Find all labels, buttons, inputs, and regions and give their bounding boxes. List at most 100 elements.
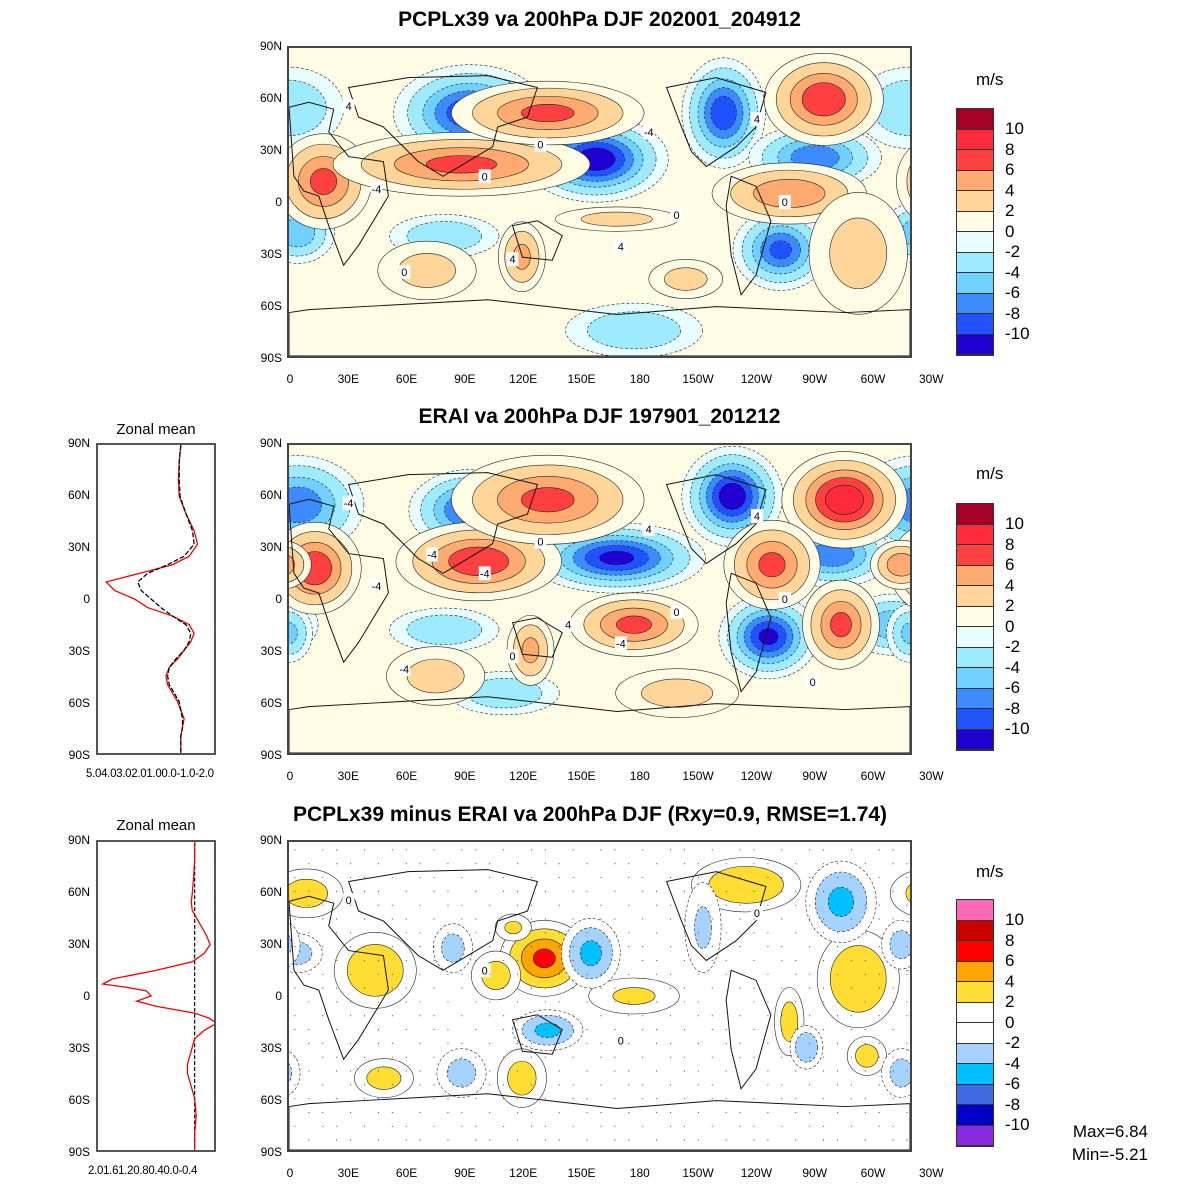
significance-dot — [322, 849, 324, 851]
significance-dot — [864, 973, 866, 975]
significance-dot — [864, 932, 866, 934]
significance-dot — [822, 1125, 825, 1127]
significance-dot — [822, 1001, 825, 1003]
significance-dot — [558, 1001, 560, 1003]
significance-dot — [503, 946, 505, 948]
colorbar-label: -6 — [1005, 1074, 1021, 1093]
significance-dot — [461, 1042, 463, 1044]
colorbar-swatch — [957, 150, 993, 171]
contour-level — [664, 267, 708, 291]
significance-dot — [544, 987, 546, 989]
significance-dot — [642, 1056, 644, 1058]
significance-dot — [628, 1015, 630, 1017]
significance-dot — [322, 987, 324, 989]
significance-dot — [600, 849, 602, 851]
zonal-lat-label: 60N — [67, 488, 90, 502]
significance-dot — [822, 987, 825, 989]
lat-label: 60S — [260, 1093, 282, 1107]
significance-dot — [558, 876, 560, 879]
lon-label: 30E — [337, 1166, 359, 1180]
significance-dot — [447, 904, 449, 906]
colorbar-label: 4 — [1005, 575, 1015, 595]
significance-dot — [628, 1070, 630, 1072]
contour-level — [580, 211, 653, 227]
significance-dot — [544, 863, 546, 865]
contour-label: 0 — [810, 677, 816, 689]
significance-dot — [586, 973, 588, 975]
significance-dot — [711, 918, 713, 920]
significance-dot — [350, 863, 352, 865]
contour-level — [446, 1058, 477, 1088]
significance-dot — [795, 1001, 797, 1003]
panel3-map-svg: 0 0 0 0 — [289, 842, 910, 1150]
significance-dot — [350, 932, 352, 934]
panel2-zonal-svg — [105, 445, 199, 753]
lon-label: 30W — [918, 372, 944, 386]
coastline — [665, 77, 767, 168]
contour-label: 4 — [754, 114, 760, 126]
contour-label-bg — [562, 617, 575, 632]
significance-dot — [822, 918, 825, 920]
significance-dot — [628, 904, 630, 906]
significance-dot — [711, 849, 713, 851]
colorbar-label: -6 — [1005, 283, 1021, 302]
significance-dot — [892, 932, 894, 934]
significance-dot — [725, 1028, 727, 1031]
significance-dot — [489, 1015, 491, 1017]
significance-dot — [753, 1028, 755, 1031]
coastline — [289, 696, 910, 753]
significance-dot — [906, 904, 908, 906]
contour-label-bg — [670, 604, 683, 619]
significance-dot — [544, 959, 546, 962]
panel2-zonal-xticks: 5.04.03.02.01.00.0-1.0-2.0 — [86, 768, 214, 780]
significance-dot — [308, 890, 310, 892]
significance-dot — [614, 1001, 616, 1003]
contour-level — [366, 1066, 402, 1090]
significance-dot — [405, 1028, 407, 1031]
lat-label: 90S — [260, 1145, 282, 1159]
significance-dot — [461, 918, 463, 920]
significance-dot — [586, 890, 588, 892]
significance-dot — [767, 973, 769, 975]
significance-dot — [544, 932, 546, 934]
anomaly-feature — [289, 1048, 910, 1098]
significance-dot — [669, 1015, 672, 1017]
significance-dot — [767, 1139, 769, 1141]
significance-dot — [475, 1001, 477, 1003]
significance-dot — [516, 1070, 519, 1072]
significance-dot — [461, 1084, 463, 1086]
significance-dot — [614, 1070, 616, 1072]
significance-dot — [489, 932, 491, 934]
significance-dot — [350, 1042, 352, 1044]
significance-dot — [558, 904, 560, 906]
significance-dot — [739, 946, 741, 948]
significance-dot — [753, 849, 755, 851]
lon-label: 150E — [567, 769, 596, 783]
significance-dot — [322, 1042, 324, 1044]
contour-level — [886, 553, 910, 577]
significance-dot — [558, 1070, 560, 1072]
anomaly-feature — [389, 607, 500, 652]
coastline — [347, 472, 539, 574]
contour-label: 0 — [673, 210, 679, 222]
significance-dot — [683, 987, 686, 989]
significance-dot — [516, 1098, 519, 1100]
colorbar-label: -4 — [1005, 262, 1021, 282]
significance-dot — [906, 1070, 908, 1072]
significance-dot — [739, 987, 741, 989]
lat-label: 60S — [260, 696, 282, 710]
colorbar-swatch — [957, 709, 993, 730]
significance-dot — [391, 1056, 393, 1058]
significance-dot — [711, 1056, 713, 1058]
significance-dot — [753, 890, 755, 892]
contour-label: 0 — [754, 908, 760, 920]
significance-dot — [628, 932, 630, 934]
significance-dot — [419, 973, 421, 975]
anomaly-feature — [565, 302, 703, 356]
significance-dot — [711, 1125, 713, 1127]
significance-dot — [294, 890, 296, 892]
significance-dot — [377, 1042, 380, 1044]
lon-label: 150E — [567, 372, 596, 386]
significance-dot — [530, 1084, 533, 1086]
significance-dot — [419, 1084, 421, 1086]
